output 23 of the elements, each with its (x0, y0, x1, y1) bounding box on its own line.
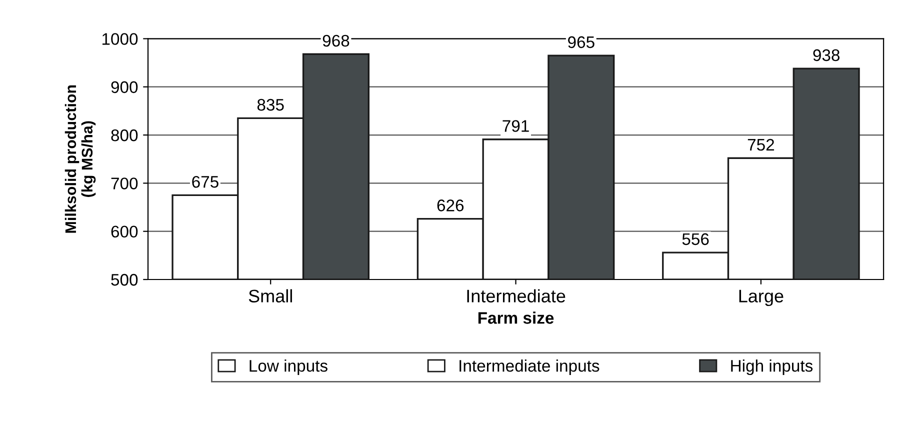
y-tick-label: 800 (111, 129, 138, 142)
data-label: 752 (748, 138, 774, 151)
y-axis-title: Milksolid production (kg MS/ha) (64, 85, 96, 233)
data-label: 965 (568, 36, 594, 48)
data-label: 626 (437, 200, 464, 212)
data-label: 968 (322, 34, 350, 47)
y-tick-label: 700 (111, 178, 138, 190)
y-tick-label: 1000 (102, 33, 138, 45)
legend-label: High inputs (731, 360, 813, 376)
data-label: 938 (813, 49, 840, 62)
data-label: 675 (192, 176, 218, 188)
data-label: 791 (502, 120, 529, 132)
legend-label: Intermediate inputs (460, 360, 600, 376)
y-tick-label: 500 (111, 274, 138, 286)
data-label: 835 (257, 98, 284, 111)
legend-label: Low inputs (250, 360, 328, 376)
data-label: 556 (682, 233, 709, 246)
y-tick-label: 600 (111, 226, 138, 238)
y-tick-label: 900 (111, 81, 138, 94)
x-tick-label: Intermediate (467, 289, 566, 302)
x-tick-label: Small (248, 289, 292, 302)
x-axis-title: Farm size (478, 312, 554, 324)
x-tick-label: Large (739, 290, 784, 306)
